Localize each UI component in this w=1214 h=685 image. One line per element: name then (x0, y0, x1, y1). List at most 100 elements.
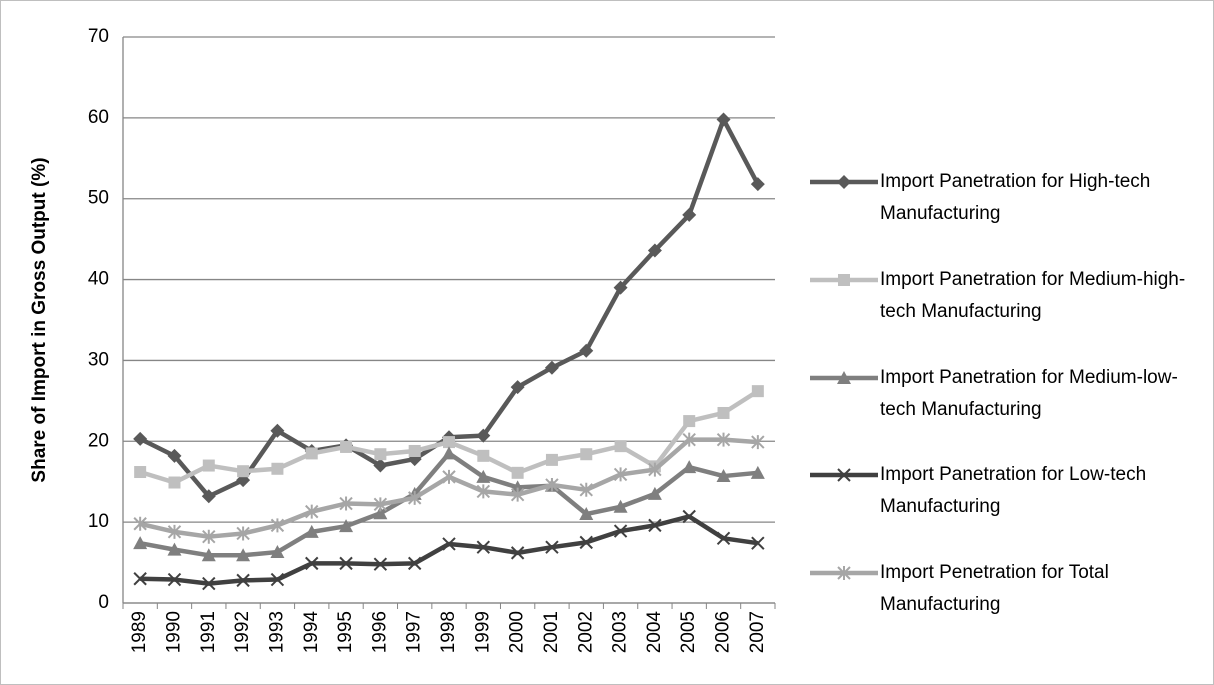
marker (647, 486, 662, 500)
marker (408, 444, 421, 457)
x-tick-label: 1994 (301, 611, 322, 654)
marker (580, 448, 593, 461)
marker (716, 112, 731, 127)
marker (443, 436, 455, 449)
marker (545, 477, 559, 492)
marker (133, 516, 147, 531)
x-tick-label: 1993 (266, 611, 287, 653)
marker (271, 462, 284, 475)
marker (545, 453, 558, 466)
marker (613, 280, 628, 295)
marker (716, 432, 731, 447)
marker (614, 440, 627, 453)
marker (305, 556, 319, 571)
x-tick-label: 2000 (507, 611, 528, 653)
legend-label: Import Panetration for Medium-high-tech … (880, 269, 1186, 322)
legend-label: Import Panetration for High-tech Manufac… (880, 171, 1151, 224)
legend-label: Import Panetration for Low-tech Manufact… (880, 464, 1147, 517)
x-tick-label: 2006 (713, 611, 734, 653)
marker (545, 540, 559, 554)
marker (134, 466, 147, 479)
marker (682, 509, 696, 524)
marker (716, 469, 731, 483)
marker (579, 343, 594, 358)
marker (407, 556, 422, 571)
marker (751, 385, 764, 398)
marker (339, 496, 353, 511)
marker (202, 529, 216, 544)
x-tick-label: 2007 (747, 611, 768, 653)
x-tick-label: 2003 (610, 611, 631, 653)
marker (682, 460, 697, 474)
marker (340, 440, 353, 453)
marker (613, 524, 628, 538)
marker (511, 466, 524, 479)
marker (442, 446, 456, 460)
marker (236, 573, 250, 588)
marker (373, 497, 388, 512)
marker (510, 380, 525, 395)
marker (613, 499, 628, 513)
marker (236, 526, 250, 541)
marker (648, 518, 662, 533)
marker (339, 519, 354, 533)
marker (442, 537, 456, 551)
x-tick-label: 1999 (472, 611, 493, 653)
y-tick-label: 70 (88, 26, 109, 47)
x-tick-label: 2004 (644, 611, 665, 654)
marker (579, 535, 593, 550)
marker (202, 459, 215, 472)
marker (373, 557, 388, 571)
marker (477, 449, 490, 462)
marker (837, 468, 851, 482)
marker (305, 447, 318, 460)
y-tick-label: 20 (88, 430, 109, 451)
marker (648, 462, 662, 477)
marker (168, 476, 181, 489)
marker (236, 548, 251, 562)
x-tick-label: 1996 (369, 611, 390, 653)
y-tick-label: 60 (88, 107, 109, 128)
x-tick-label: 2002 (575, 611, 596, 653)
x-tick-label: 1998 (438, 611, 459, 653)
x-tick-label: 1990 (163, 611, 184, 653)
marker (476, 428, 491, 443)
marker (579, 507, 594, 521)
legend-label: Import Penetration for Total Manufacturi… (880, 562, 1109, 615)
y-tick-label: 40 (88, 269, 109, 290)
marker (202, 576, 216, 591)
marker (750, 465, 765, 479)
marker (270, 545, 285, 559)
marker (682, 432, 696, 447)
marker (201, 489, 216, 504)
marker (751, 536, 765, 550)
marker (167, 542, 182, 556)
marker (133, 431, 148, 446)
y-tick-label: 50 (88, 188, 109, 209)
y-axis-title: Share of Import in Gross Output (%) (29, 157, 50, 482)
marker (476, 484, 491, 499)
marker (751, 435, 765, 450)
marker (544, 360, 559, 375)
marker (613, 467, 628, 482)
y-tick-label: 10 (88, 511, 109, 532)
marker (167, 448, 182, 463)
marker (510, 546, 525, 560)
marker (476, 469, 491, 483)
marker (442, 469, 456, 484)
marker (373, 458, 388, 473)
x-tick-label: 1989 (129, 611, 150, 653)
x-tick-label: 1991 (198, 611, 219, 653)
marker (237, 465, 250, 478)
marker (339, 556, 353, 571)
marker (837, 566, 851, 580)
marker (167, 572, 182, 587)
marker (579, 482, 593, 497)
marker (133, 572, 147, 586)
x-tick-label: 1997 (404, 611, 425, 653)
marker (407, 490, 422, 505)
marker (374, 448, 387, 461)
marker (305, 504, 319, 519)
